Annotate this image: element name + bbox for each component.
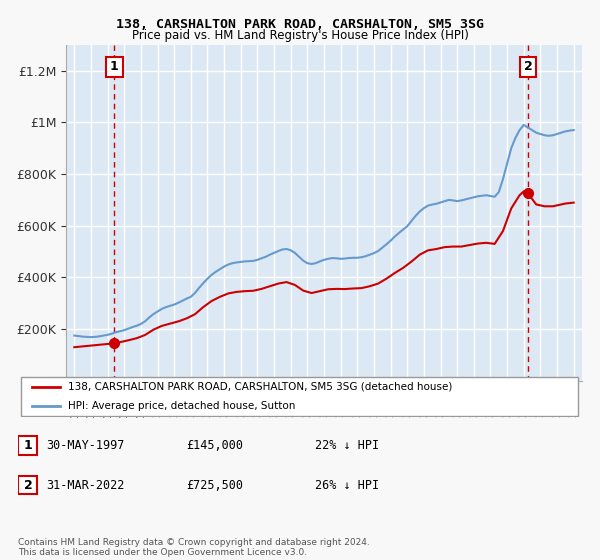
- Text: Contains HM Land Registry data © Crown copyright and database right 2024.
This d: Contains HM Land Registry data © Crown c…: [18, 538, 370, 557]
- Text: 22% ↓ HPI: 22% ↓ HPI: [315, 439, 379, 452]
- Text: 2: 2: [524, 60, 532, 73]
- FancyBboxPatch shape: [21, 377, 578, 416]
- Text: 2: 2: [23, 478, 32, 492]
- Text: 30-MAY-1997: 30-MAY-1997: [46, 439, 124, 452]
- Text: HPI: Average price, detached house, Sutton: HPI: Average price, detached house, Sutt…: [68, 401, 295, 411]
- Text: Price paid vs. HM Land Registry's House Price Index (HPI): Price paid vs. HM Land Registry's House …: [131, 29, 469, 42]
- FancyBboxPatch shape: [19, 436, 37, 455]
- Text: £725,500: £725,500: [186, 478, 243, 492]
- Text: 26% ↓ HPI: 26% ↓ HPI: [315, 478, 379, 492]
- Text: 1: 1: [110, 60, 119, 73]
- FancyBboxPatch shape: [19, 475, 37, 494]
- Text: 138, CARSHALTON PARK ROAD, CARSHALTON, SM5 3SG: 138, CARSHALTON PARK ROAD, CARSHALTON, S…: [116, 18, 484, 31]
- Text: £145,000: £145,000: [186, 439, 243, 452]
- Text: 31-MAR-2022: 31-MAR-2022: [46, 478, 124, 492]
- Text: 1: 1: [23, 439, 32, 452]
- Text: 138, CARSHALTON PARK ROAD, CARSHALTON, SM5 3SG (detached house): 138, CARSHALTON PARK ROAD, CARSHALTON, S…: [68, 381, 452, 391]
